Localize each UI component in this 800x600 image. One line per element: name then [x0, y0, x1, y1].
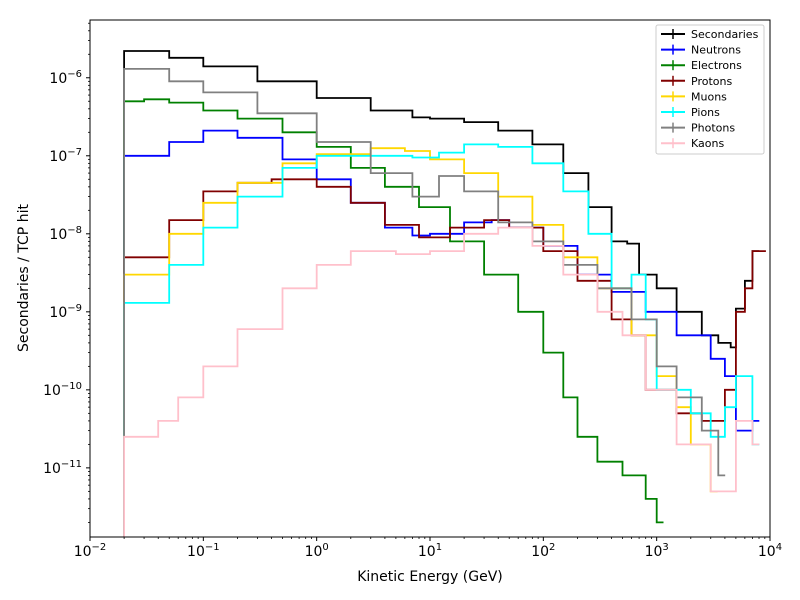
series-line-pions	[123, 143, 760, 537]
x-tick-label: 100	[305, 542, 329, 560]
x-tick-label: 103	[645, 542, 669, 560]
x-axis-title: Kinetic Energy (GeV)	[357, 569, 503, 585]
legend-label: Pions	[691, 106, 720, 119]
y-axis-title: Secondaries / TCP hit	[16, 204, 32, 352]
x-tick-label: 104	[758, 542, 782, 560]
y-tick-label: 10−10	[43, 381, 82, 399]
y-tick-label: 10−11	[43, 459, 82, 477]
series-line-neutrons	[123, 129, 760, 537]
legend: Secondaries Neutrons Electrons Protons Muons…	[655, 24, 765, 155]
y-axis: 10−11 10−10 10−9 10−8 10−7 10−6	[43, 22, 90, 523]
y-tick-label: 10−9	[49, 303, 82, 321]
legend-label: Protons	[691, 75, 732, 88]
x-tick-label: 101	[418, 542, 442, 560]
series-line-kaons	[123, 226, 760, 537]
x-tick-label: 102	[531, 542, 555, 560]
y-tick-label: 10−7	[49, 147, 82, 165]
legend-label: Photons	[691, 122, 735, 135]
x-tick-label: 10−2	[74, 542, 107, 560]
series-layer	[123, 50, 766, 537]
series-line-secondaries	[123, 50, 760, 537]
y-tick-label: 10−8	[49, 225, 82, 243]
legend-label: Electrons	[691, 59, 742, 72]
x-axis: 10−2 10−1 100 101 102 103 104	[74, 537, 782, 560]
legend-label: Muons	[691, 90, 727, 103]
legend-box	[655, 24, 765, 155]
series-line-electrons	[123, 98, 664, 537]
legend-label: Kaons	[691, 137, 724, 150]
series-line-photons	[123, 68, 726, 537]
legend-label: Neutrons	[691, 44, 741, 57]
legend-label: Secondaries	[691, 28, 759, 41]
x-tick-label: 10−1	[187, 542, 220, 560]
y-tick-label: 10−6	[49, 69, 82, 87]
